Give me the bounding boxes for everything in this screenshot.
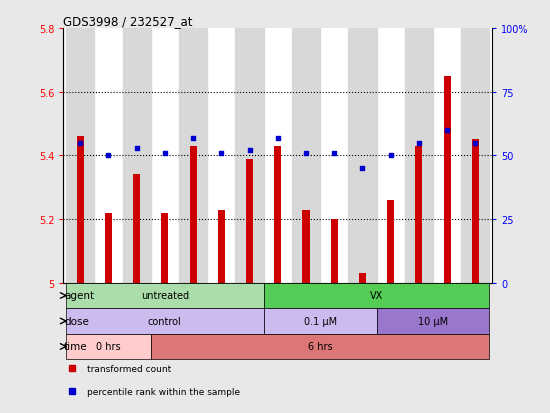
Point [189, 135, 197, 142]
Point [443, 127, 452, 134]
Bar [246, 159, 253, 283]
Bar [66, 283, 263, 309]
Bar [179, 29, 207, 283]
Bar [348, 29, 377, 283]
Bar [133, 175, 140, 283]
Bar [359, 273, 366, 283]
Point [104, 153, 113, 159]
Text: VX: VX [370, 291, 383, 301]
Point [217, 150, 226, 157]
Point [76, 140, 85, 147]
Point [330, 150, 339, 157]
Point [245, 147, 254, 154]
Bar [292, 29, 320, 283]
Bar [105, 213, 112, 283]
Bar [461, 29, 490, 283]
Text: control: control [148, 316, 182, 326]
Text: untreated: untreated [141, 291, 189, 301]
Text: time: time [64, 342, 87, 351]
Point [358, 165, 367, 172]
Bar [405, 29, 433, 283]
Point [301, 150, 310, 157]
Bar [235, 29, 263, 283]
Bar [263, 309, 377, 334]
Point [386, 153, 395, 159]
Bar [66, 309, 263, 334]
Text: 10 μM: 10 μM [418, 316, 448, 326]
Bar [161, 213, 168, 283]
Bar [263, 283, 490, 309]
Bar [274, 147, 281, 283]
Text: percentile rank within the sample: percentile rank within the sample [87, 387, 240, 396]
Point [132, 145, 141, 152]
Text: GDS3998 / 232527_at: GDS3998 / 232527_at [63, 15, 192, 28]
Point [415, 140, 424, 147]
Point [273, 135, 282, 142]
Bar [66, 334, 151, 359]
Bar [76, 137, 84, 283]
Bar [387, 200, 394, 283]
Bar [331, 220, 338, 283]
Text: transformed count: transformed count [87, 364, 171, 373]
Bar [415, 147, 422, 283]
Text: agent: agent [64, 291, 94, 301]
Bar [472, 140, 479, 283]
Text: 0 hrs: 0 hrs [96, 342, 120, 351]
Bar [218, 210, 225, 283]
Point [161, 150, 169, 157]
Bar [302, 210, 310, 283]
Point [471, 140, 480, 147]
Bar [151, 334, 490, 359]
Bar [66, 29, 94, 283]
Bar [190, 147, 196, 283]
Text: 0.1 μM: 0.1 μM [304, 316, 337, 326]
Text: 6 hrs: 6 hrs [308, 342, 332, 351]
Bar [443, 76, 450, 283]
Bar [123, 29, 151, 283]
Text: dose: dose [64, 316, 89, 326]
Bar [377, 309, 490, 334]
